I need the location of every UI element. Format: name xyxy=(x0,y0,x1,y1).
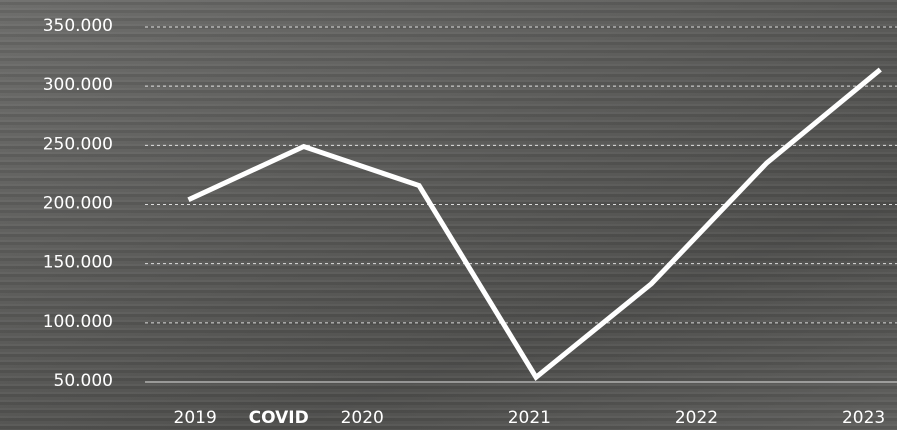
x-tick-label: 2019 xyxy=(174,408,217,428)
y-tick-label: 100.000 xyxy=(43,312,113,332)
y-tick-label: 350.000 xyxy=(43,16,113,36)
y-tick-label: 200.000 xyxy=(43,194,113,214)
y-tick-label: 50.000 xyxy=(54,371,113,391)
x-tick-label: 2021 xyxy=(508,408,551,428)
x-tick-label: 2020 xyxy=(341,408,384,428)
line xyxy=(187,67,882,382)
y-tick-label: 150.000 xyxy=(43,253,113,273)
y-tick-label: 300.000 xyxy=(43,75,113,95)
x-tick-label: 2022 xyxy=(675,408,718,428)
annotation: COVID xyxy=(249,408,309,428)
y-tick-label: 250.000 xyxy=(43,134,113,154)
x-tick-label: 2023 xyxy=(842,408,885,428)
